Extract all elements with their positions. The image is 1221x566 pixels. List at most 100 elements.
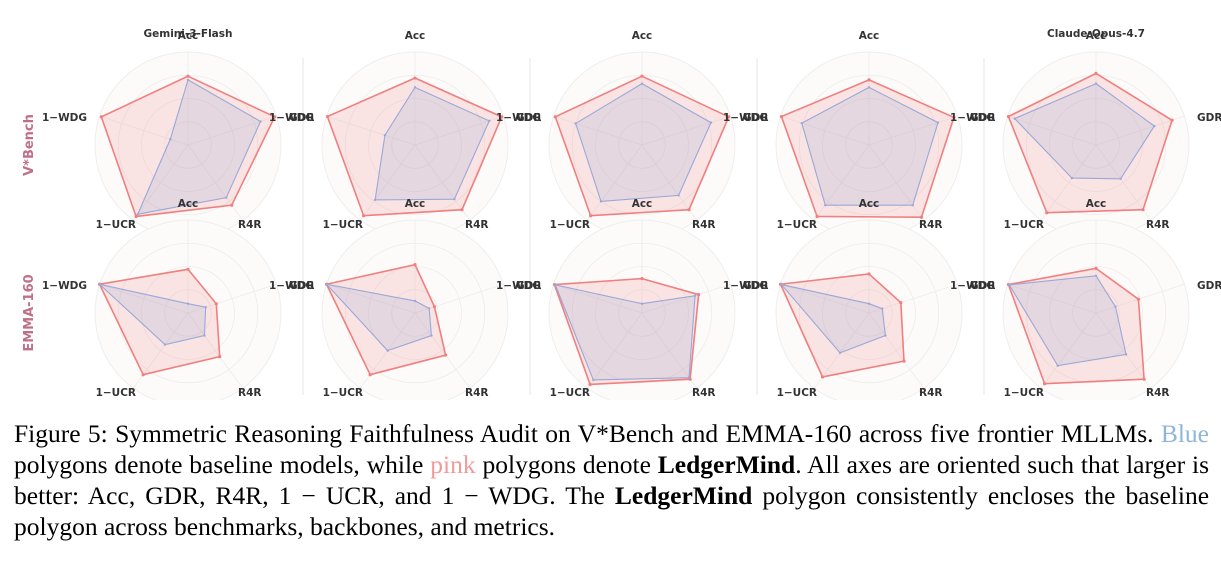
ledgermind-point-r2c2-4 <box>368 373 372 377</box>
axis-label-r1c3-2: GDR <box>743 112 768 124</box>
ledgermind-point-r1c4-2 <box>952 115 956 120</box>
axis-label-r2c2-1: Acc <box>405 198 426 210</box>
radar-spoke-r1c4-5 <box>780 115 870 146</box>
caption-blue-word: Blue <box>1160 419 1210 448</box>
ledgermind-point-r2c5-4 <box>1043 382 1047 386</box>
baseline-point-r1c5-1 <box>1094 82 1098 85</box>
ledgermind-point-r2c4-3 <box>902 359 906 363</box>
axis-label-r2c3-1: Acc <box>632 198 653 210</box>
radar-spoke-r2c3-5 <box>553 283 643 314</box>
axis-label-r2c3-5: 1−WDG <box>496 280 541 292</box>
ledgermind-point-r2c5-3 <box>1142 377 1146 381</box>
ledgermind-polygon-r2c3 <box>553 277 700 386</box>
ledgermind-polygon-r1c2 <box>326 77 503 217</box>
ledgermind-polygon-r1c5 <box>1007 72 1174 214</box>
radar-spoke-r1c5-5 <box>1007 115 1097 146</box>
baseline-polygon-r1c2 <box>374 86 491 201</box>
axis-label-r1c4-3: R4R <box>919 219 942 231</box>
baseline-point-r2c5-4 <box>1056 364 1059 367</box>
ledgermind-point-r2c1-4 <box>141 373 145 377</box>
baseline-point-r1c1-5 <box>169 138 172 141</box>
axis-label-r1c3-3: R4R <box>692 219 715 231</box>
radar-spoke-r1c1-4 <box>133 144 189 221</box>
radar-spoke-r1c2-5 <box>326 115 416 146</box>
baseline-point-r2c1-3 <box>203 334 206 337</box>
baseline-point-r1c4-2 <box>936 121 940 124</box>
baseline-point-r1c2-5 <box>383 134 387 137</box>
ledgermind-polygon-r1c4 <box>780 79 955 219</box>
baseline-point-r1c2-4 <box>373 198 377 202</box>
axis-label-r1c4-2: GDR <box>970 112 995 124</box>
row-label-2: EMMA-160 <box>22 274 37 351</box>
axis-label-r2c1-4: 1−UCR <box>96 387 136 399</box>
baseline-point-r2c3-5 <box>554 283 557 287</box>
baseline-point-r2c1-4 <box>163 343 167 346</box>
caption-part4: . All axes are oriented such that larger… <box>14 450 1209 510</box>
axis-label-r2c2-5: 1−WDG <box>269 280 314 292</box>
baseline-polygon-r1c5 <box>1013 82 1156 180</box>
ledgermind-polygon-r2c5 <box>1007 267 1145 385</box>
ledgermind-point-r2c4-4 <box>820 375 825 379</box>
baseline-point-r2c4-1 <box>867 302 871 305</box>
radar-spoke-r2c4-3 <box>868 312 924 389</box>
axis-label-r2c5-1: Acc <box>1086 198 1107 210</box>
axis-label-r1c4-5: 1−WDG <box>723 112 768 124</box>
ledgermind-polygon-r1c1 <box>100 75 276 218</box>
ledgermind-point-r1c1-1 <box>186 74 190 78</box>
radar-spoke-r1c4-2 <box>868 115 958 146</box>
baseline-point-r1c3-4 <box>599 200 603 203</box>
baseline-point-r2c5-1 <box>1094 274 1098 277</box>
axis-label-r1c1-1: Acc <box>178 30 199 42</box>
baseline-point-r1c3-1 <box>640 82 644 85</box>
radar-spoke-r2c2-3 <box>414 312 470 389</box>
baseline-polygon-r2c5 <box>1008 275 1127 367</box>
ledgermind-point-r1c2-3 <box>460 208 464 212</box>
baseline-point-r2c4-5 <box>780 283 783 286</box>
figure-caption: Figure 5: Symmetric Reasoning Faithfulne… <box>14 418 1209 542</box>
radar-spoke-r1c3-5 <box>553 115 643 146</box>
caption-part6: . The <box>549 481 605 510</box>
column-title-1: Gemini-3-Flash <box>144 28 233 40</box>
ledgermind-point-r2c5-2 <box>1136 297 1141 301</box>
ledgermind-point-r1c5-3 <box>1141 208 1145 212</box>
axis-label-r2c1-5: 1−WDG <box>42 280 87 292</box>
baseline-point-r2c4-4 <box>838 351 842 355</box>
radar-spoke-r2c5-2 <box>1095 283 1185 314</box>
axis-label-r2c4-5: 1−WDG <box>723 280 768 292</box>
baseline-point-r1c4-3 <box>911 203 914 207</box>
baseline-point-r2c3-1 <box>640 302 644 305</box>
radar-spoke-r1c4-3 <box>868 144 924 221</box>
caption-part7: polygon consistently encloses the baseli… <box>14 481 1210 541</box>
baseline-polygon-r1c4 <box>801 86 939 206</box>
ledgermind-point-r2c4-1 <box>867 272 871 276</box>
radar-spoke-r2c3-3 <box>641 312 697 389</box>
baseline-point-r1c2-2 <box>488 119 491 123</box>
baseline-polygon-r2c1 <box>97 283 207 346</box>
baseline-point-r2c3-4 <box>592 378 595 382</box>
ledgermind-point-r1c5-2 <box>1170 118 1174 122</box>
axis-label-r2c5-5: 1−WDG <box>950 280 995 292</box>
ledgermind-point-r1c4-4 <box>815 214 819 219</box>
baseline-polygon-r2c3 <box>554 284 696 381</box>
ledgermind-point-r1c3-2 <box>727 115 731 119</box>
caption-method2: LedgerMind <box>614 481 753 510</box>
axis-label-r2c5-4: 1−UCR <box>1004 387 1044 399</box>
radar-spoke-r1c1-5 <box>99 115 189 146</box>
baseline-point-r1c5-3 <box>1119 177 1122 181</box>
caption-math-ucr: 1 − UCR <box>278 481 379 510</box>
axis-label-r1c2-3: R4R <box>465 219 488 231</box>
axis-label-r1c1-2: GDR <box>289 112 314 124</box>
ledgermind-point-r1c4-1 <box>867 78 871 82</box>
ledgermind-point-r2c1-2 <box>214 302 218 306</box>
radar-spoke-r1c5-2 <box>1095 115 1185 146</box>
axis-label-r2c3-3: R4R <box>692 387 715 399</box>
ledgermind-point-r1c3-1 <box>640 74 644 78</box>
axis-label-r1c1-3: R4R <box>238 219 261 231</box>
baseline-point-r2c2-3 <box>430 334 433 337</box>
ledgermind-point-r1c1-5 <box>99 115 103 119</box>
axis-label-r1c2-5: 1−WDG <box>269 112 314 124</box>
baseline-polygon-r2c4 <box>779 283 886 354</box>
baseline-point-r1c4-1 <box>867 86 871 89</box>
axis-label-r2c2-2: GDR <box>516 280 541 292</box>
ledgermind-point-r2c2-2 <box>432 305 437 309</box>
